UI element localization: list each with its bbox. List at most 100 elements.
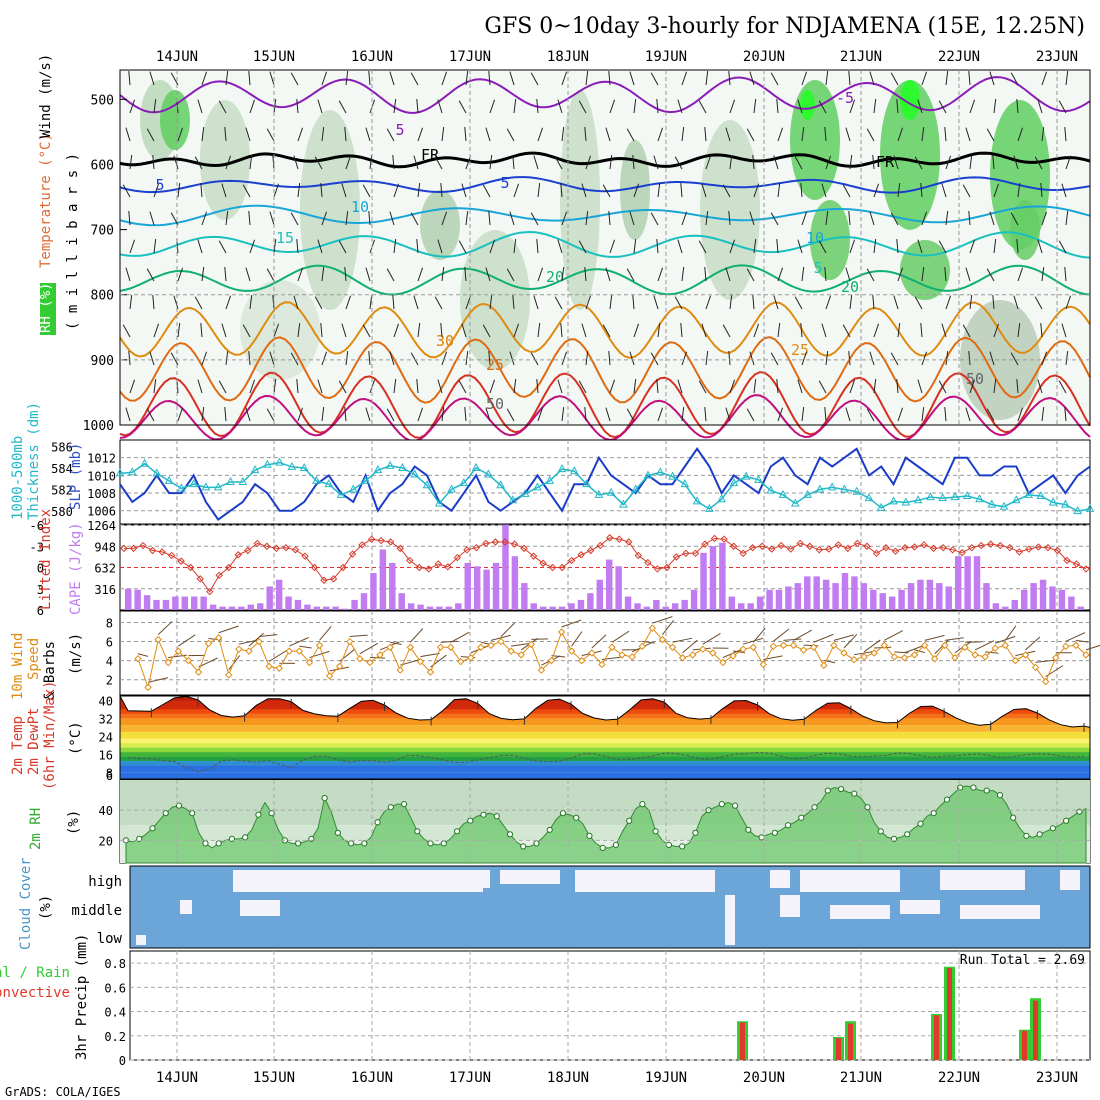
wind-speed-point bbox=[1082, 651, 1090, 659]
wind-speed-point bbox=[598, 660, 606, 669]
pressure-tick-label: 1000 bbox=[83, 419, 114, 434]
bottom-day-label: 16JUN bbox=[351, 1070, 393, 1086]
wind-barb bbox=[537, 127, 544, 142]
wind-barb bbox=[173, 295, 179, 310]
wind-speed-point bbox=[749, 643, 757, 651]
wind-barb bbox=[338, 240, 347, 254]
thickness-label: 1000-500mb bbox=[10, 436, 26, 520]
cape-bar bbox=[643, 606, 651, 610]
wind-barb bbox=[152, 155, 155, 170]
wind-barb bbox=[626, 128, 635, 142]
wind-barb bbox=[450, 631, 470, 643]
wind-barb bbox=[1041, 71, 1048, 86]
cape-tick: 948 bbox=[94, 540, 116, 554]
wind-barb bbox=[924, 634, 945, 641]
wind-barb bbox=[729, 155, 733, 170]
wind-barb bbox=[173, 155, 179, 170]
lifted-index-line bbox=[124, 537, 1087, 593]
wind-barb bbox=[773, 155, 779, 170]
cloud-row-high: high bbox=[88, 874, 122, 890]
wind-barb bbox=[845, 267, 851, 282]
wind-barb bbox=[777, 407, 784, 422]
rh-point bbox=[189, 810, 196, 817]
wind-speed-point bbox=[628, 653, 636, 661]
wind-barb bbox=[1037, 379, 1043, 394]
precip-tick: 0.6 bbox=[104, 981, 126, 995]
wind-barb bbox=[273, 323, 280, 338]
cape-bar bbox=[313, 606, 321, 610]
rh-point bbox=[493, 813, 500, 820]
precip-tick: 0.4 bbox=[104, 1006, 126, 1020]
wind-speed-point bbox=[537, 666, 546, 674]
contour-label: -5 bbox=[836, 89, 854, 107]
lifted-tick: -3 bbox=[30, 540, 44, 554]
cape-bar bbox=[521, 583, 528, 610]
lifted-index-point bbox=[929, 544, 938, 553]
cape-bar bbox=[304, 604, 311, 610]
wind-barb bbox=[362, 184, 371, 198]
temperature-contour bbox=[119, 301, 1091, 359]
lifted-index-point bbox=[739, 549, 747, 558]
wind-barb bbox=[146, 408, 155, 422]
lifted-index-point bbox=[472, 543, 481, 552]
wind-barb bbox=[1064, 127, 1067, 142]
wind-barb bbox=[801, 71, 808, 86]
wind-barb bbox=[965, 127, 971, 142]
wind-barb bbox=[201, 211, 208, 226]
rh-point bbox=[679, 843, 686, 850]
wind-barb bbox=[824, 127, 827, 142]
lifted-index-point bbox=[1006, 543, 1014, 552]
wind-speed-point bbox=[204, 639, 213, 648]
wind-barb bbox=[537, 183, 541, 198]
wind-barb bbox=[674, 156, 683, 170]
precip-axis-label: 3hr Precip (mm) bbox=[74, 934, 90, 1060]
temperature-contour bbox=[119, 204, 1091, 227]
thickness-point bbox=[962, 490, 972, 499]
wind-barb bbox=[1058, 380, 1067, 394]
wind-barb bbox=[152, 295, 155, 310]
wind-barb bbox=[317, 99, 323, 114]
lifted-index-point bbox=[463, 546, 471, 554]
rh-point bbox=[1063, 817, 1070, 824]
wind-barb bbox=[1040, 183, 1043, 198]
wind-barb bbox=[1041, 407, 1045, 422]
cape-bar bbox=[804, 576, 811, 610]
wind-barb bbox=[701, 323, 707, 338]
wind-speed-point bbox=[517, 651, 525, 659]
wind-barb bbox=[578, 380, 587, 394]
wind-barb bbox=[1037, 99, 1043, 114]
top-day-axis: 14JUN 15JUN 16JUN 17JUN 18JUN 19JUN 20JUN 21JUN… bbox=[156, 49, 1078, 65]
wind-barb bbox=[201, 71, 208, 86]
rh-shade bbox=[700, 120, 760, 300]
wind-barb bbox=[969, 295, 973, 310]
wind-barb bbox=[506, 128, 515, 142]
wind-speed-point bbox=[608, 643, 616, 651]
wind-barb bbox=[200, 323, 203, 338]
lifted-index-point bbox=[377, 536, 385, 545]
thickness-point bbox=[471, 462, 481, 471]
cape-bar bbox=[964, 556, 971, 610]
wind-barb bbox=[677, 99, 683, 114]
contour-label: 15 bbox=[276, 229, 294, 247]
wind-barb bbox=[897, 127, 904, 142]
lifted-index-label: Lifted Index bbox=[38, 509, 54, 610]
clear-sky-cell bbox=[1060, 870, 1080, 890]
wind-barb bbox=[128, 71, 131, 86]
wind-barb bbox=[345, 211, 349, 226]
lifted-index-point bbox=[167, 551, 176, 560]
rh-point bbox=[996, 791, 1004, 799]
cape-bar bbox=[379, 549, 387, 610]
wind-barb bbox=[272, 295, 275, 310]
thickness-point bbox=[619, 499, 628, 508]
precip-convective-bar bbox=[1022, 1030, 1027, 1060]
cape-bar bbox=[502, 524, 509, 610]
wind-barb bbox=[341, 323, 347, 338]
wind-barb bbox=[129, 99, 136, 114]
wind-barb bbox=[1016, 99, 1019, 114]
precip-total-label: Total / Rain bbox=[0, 965, 70, 981]
wind-barb bbox=[500, 622, 515, 637]
wind-barb bbox=[441, 351, 448, 366]
wind-barb bbox=[465, 211, 469, 226]
cape-bar bbox=[860, 583, 868, 610]
thickness-point bbox=[803, 489, 812, 498]
